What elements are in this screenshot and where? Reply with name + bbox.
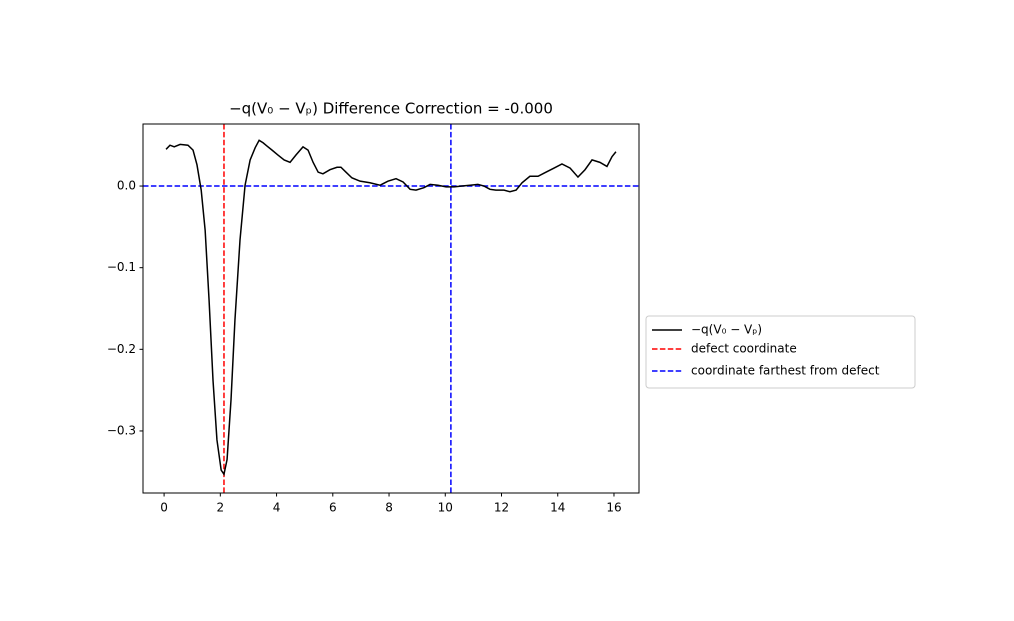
x-tick-label: 10 <box>438 501 453 515</box>
legend-box <box>645 315 916 389</box>
x-tick-label: 6 <box>329 501 337 515</box>
x-tick-label: 14 <box>550 501 565 515</box>
x-tick-label: 16 <box>606 501 621 515</box>
x-tick-label: 0 <box>160 501 168 515</box>
x-tick-label: 4 <box>273 501 281 515</box>
x-tick-label: 2 <box>217 501 225 515</box>
y-tick-label: 0.0 <box>117 179 136 193</box>
y-tick-label: −0.3 <box>107 423 136 437</box>
y-tick-label: −0.2 <box>107 342 136 356</box>
legend-label: −q(V₀ − Vₚ) <box>691 323 762 337</box>
legend-label: coordinate farthest from defect <box>691 364 880 378</box>
plot-frame <box>142 123 640 494</box>
chart-title: −q(V₀ − Vₚ) Difference Correction = -0.0… <box>229 100 553 118</box>
legend-label: defect coordinate <box>691 342 797 356</box>
y-tick-label: −0.1 <box>107 260 136 274</box>
data-line <box>165 139 617 477</box>
x-tick-label: 8 <box>385 501 393 515</box>
x-tick-label: 12 <box>494 501 509 515</box>
